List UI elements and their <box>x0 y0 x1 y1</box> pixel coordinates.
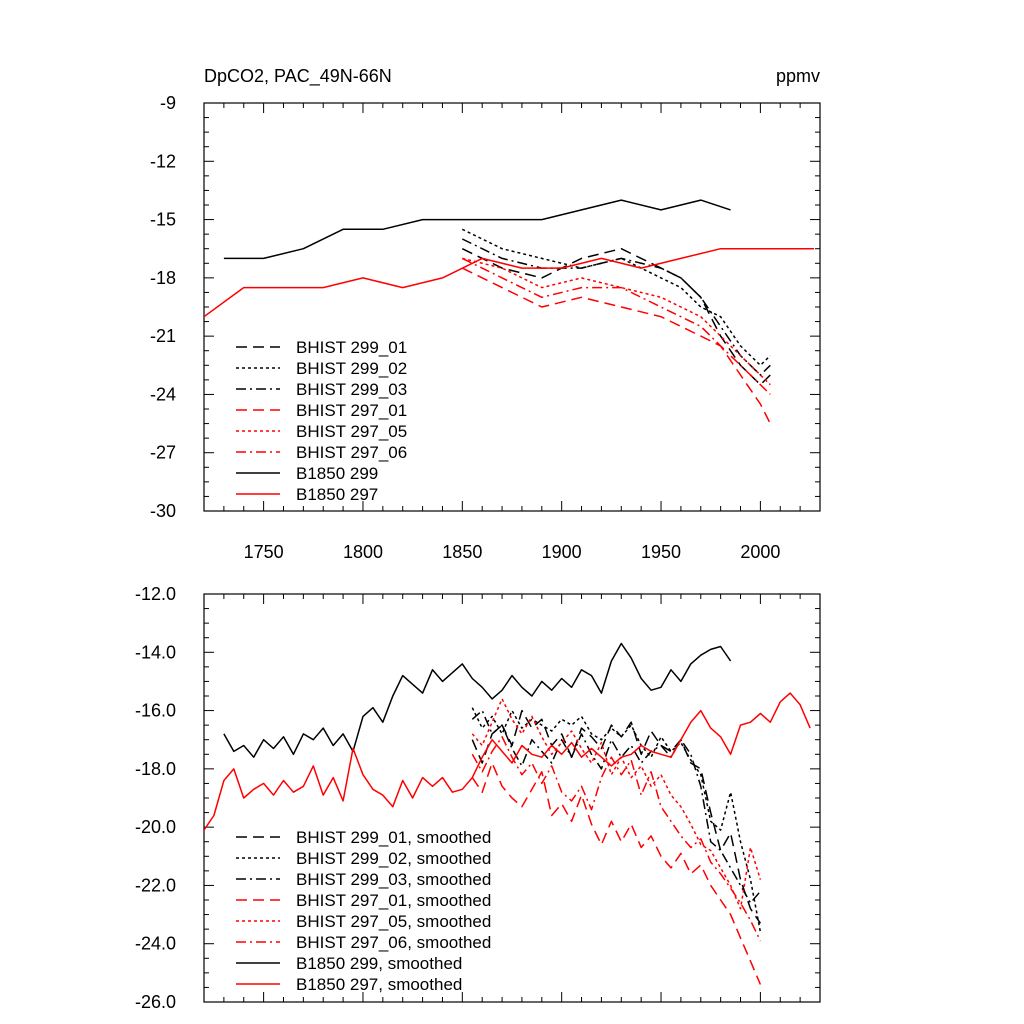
series-line <box>471 709 761 904</box>
series-line <box>471 736 762 942</box>
series-group <box>204 642 811 985</box>
series-line <box>471 707 762 933</box>
legend-label: BHIST 297_06, smoothed <box>296 933 491 952</box>
legend-label: BHIST 299_02, smoothed <box>296 849 491 868</box>
y-tick-label: -21 <box>150 326 176 346</box>
series-line <box>471 698 762 910</box>
legend-label: B1850 299 <box>296 464 378 483</box>
y-tick-label: -18 <box>150 268 176 288</box>
series-line <box>461 228 771 367</box>
y-tick-label: -14.0 <box>135 642 176 662</box>
y-tick-label: -22.0 <box>135 875 176 895</box>
legend-label: B1850 297 <box>296 485 378 504</box>
series-line <box>223 199 731 260</box>
y-tick-label: -16.0 <box>135 701 176 721</box>
bottom-chart-panel: -26.0 -24.0 -22.0 -20.0 -18.0 -16.0 -14.0 -12.0… <box>135 584 821 1012</box>
legend-label: BHIST 297_05 <box>296 422 407 441</box>
series-line <box>204 692 811 831</box>
x-tick-label: 1750 <box>244 542 284 562</box>
legend-label: BHIST 297_05, smoothed <box>296 912 491 931</box>
x-tick-label: 1800 <box>343 542 383 562</box>
y-tick-label: -12.0 <box>135 584 176 604</box>
chart-title: DpCO2, PAC_49N-66N <box>204 66 392 87</box>
y-tick-label: -24 <box>150 384 176 404</box>
y-tick-label: -18.0 <box>135 759 176 779</box>
series-line <box>461 238 771 376</box>
y-tick-label: -9 <box>160 93 176 113</box>
series-line <box>461 267 771 424</box>
series-line <box>471 762 762 985</box>
x-tick-label: 1900 <box>542 542 582 562</box>
legend-label: BHIST 299_03 <box>296 380 407 399</box>
y-tick-label: -15 <box>150 210 176 230</box>
legend-label: BHIST 297_01 <box>296 401 407 420</box>
legend-label: BHIST 297_06 <box>296 443 407 462</box>
y-tick-label: -24.0 <box>135 934 176 954</box>
chart-units: ppmv <box>776 66 820 86</box>
series-line <box>461 257 771 395</box>
x-tick-label: 1850 <box>442 542 482 562</box>
series-line <box>223 642 732 758</box>
top-chart-panel: DpCO2, PAC_49N-66N ppmv 1750 1800 1850 1900… <box>150 66 821 562</box>
y-tick-label: -30 <box>150 501 176 521</box>
series-line <box>204 247 814 318</box>
y-tick-label: -20.0 <box>135 817 176 837</box>
legend-label: BHIST 299_01, smoothed <box>296 828 491 847</box>
series-line <box>471 709 762 924</box>
legend-label: B1850 299, smoothed <box>296 954 462 973</box>
x-tick-label: 2000 <box>740 542 780 562</box>
y-tick-label: -26.0 <box>135 992 176 1012</box>
x-tick-label: 1950 <box>641 542 681 562</box>
series-line <box>461 247 771 386</box>
series-line <box>462 257 771 386</box>
legend-label: B1850 297, smoothed <box>296 975 462 994</box>
y-tick-label: -27 <box>150 443 176 463</box>
legend-label: BHIST 299_03, smoothed <box>296 870 491 889</box>
legend-label: BHIST 299_02 <box>296 359 407 378</box>
legend-label: BHIST 299_01 <box>296 338 407 357</box>
y-tick-label: -12 <box>150 151 176 171</box>
legend-label: BHIST 297_01, smoothed <box>296 891 491 910</box>
series-group <box>204 199 814 424</box>
